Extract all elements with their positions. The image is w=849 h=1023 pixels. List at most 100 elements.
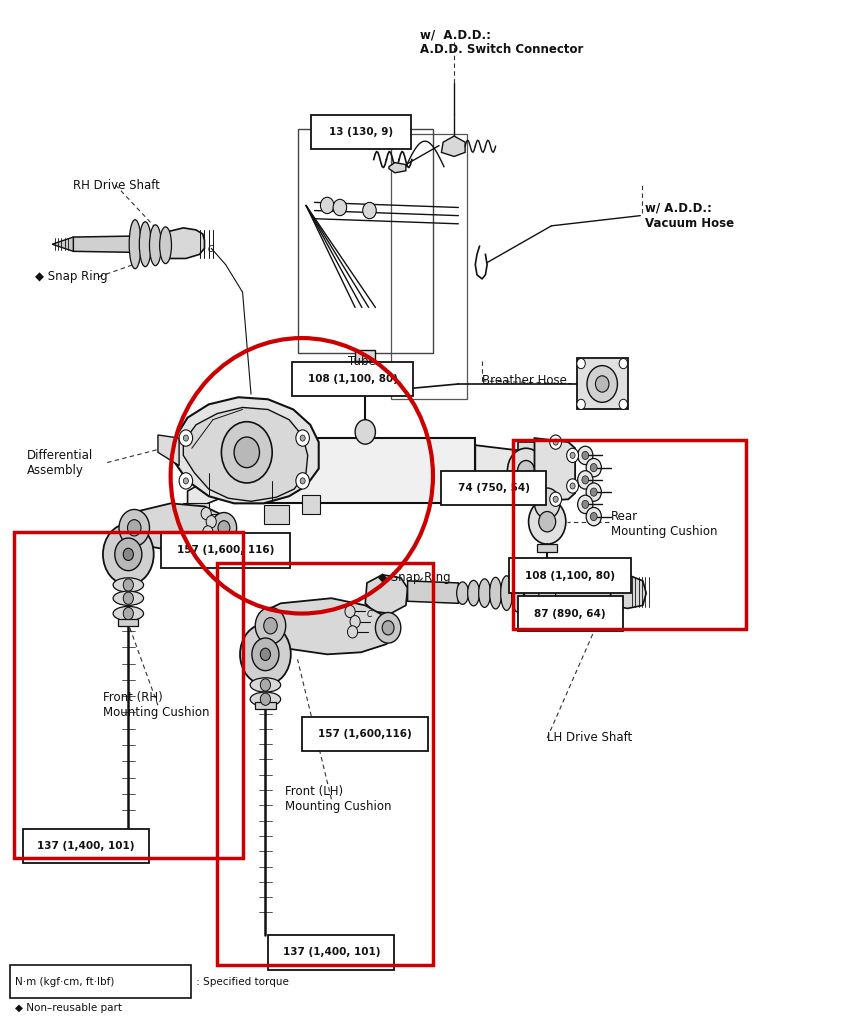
Circle shape (333, 199, 346, 216)
Circle shape (539, 512, 555, 532)
FancyBboxPatch shape (10, 966, 191, 998)
Circle shape (345, 606, 355, 618)
Circle shape (518, 460, 535, 481)
FancyBboxPatch shape (441, 471, 547, 505)
Circle shape (577, 471, 593, 489)
Circle shape (261, 679, 271, 692)
Text: 74 (750, 54): 74 (750, 54) (458, 483, 530, 493)
Ellipse shape (512, 574, 524, 612)
Circle shape (201, 507, 211, 520)
Polygon shape (301, 495, 320, 514)
Circle shape (295, 430, 309, 446)
Circle shape (256, 608, 286, 644)
Circle shape (590, 463, 597, 472)
Ellipse shape (113, 578, 143, 592)
Circle shape (300, 478, 305, 484)
Text: RH Drive Shaft: RH Drive Shaft (73, 179, 160, 191)
Circle shape (550, 492, 561, 506)
Circle shape (582, 451, 588, 459)
Text: 108 (1,100, 80): 108 (1,100, 80) (307, 373, 397, 384)
Circle shape (261, 649, 271, 661)
Polygon shape (537, 544, 557, 552)
FancyBboxPatch shape (302, 716, 428, 751)
Circle shape (127, 520, 141, 536)
Polygon shape (525, 583, 610, 602)
Ellipse shape (129, 220, 141, 269)
Text: LH Drive Shaft: LH Drive Shaft (548, 731, 633, 745)
Circle shape (123, 592, 133, 605)
Polygon shape (264, 505, 290, 524)
Circle shape (537, 571, 557, 595)
Circle shape (115, 538, 142, 571)
Circle shape (595, 375, 609, 392)
Polygon shape (251, 438, 475, 503)
Polygon shape (73, 236, 135, 253)
Circle shape (587, 365, 617, 402)
Polygon shape (535, 438, 575, 501)
Ellipse shape (479, 579, 491, 608)
Polygon shape (118, 619, 138, 626)
Ellipse shape (149, 225, 161, 266)
Ellipse shape (160, 227, 171, 264)
Text: 13 (130, 9): 13 (130, 9) (329, 127, 393, 137)
Polygon shape (158, 435, 179, 465)
Circle shape (103, 524, 154, 585)
Circle shape (375, 613, 401, 643)
Ellipse shape (113, 607, 143, 621)
Circle shape (577, 495, 593, 514)
Text: Front (RH)
Mounting Cushion: Front (RH) Mounting Cushion (103, 692, 210, 719)
Circle shape (566, 448, 578, 462)
Circle shape (576, 399, 585, 409)
Circle shape (261, 694, 271, 705)
Circle shape (123, 608, 133, 620)
Polygon shape (183, 503, 209, 522)
Circle shape (363, 203, 376, 219)
Ellipse shape (139, 222, 151, 267)
Polygon shape (52, 237, 73, 252)
Text: Breather Hose: Breather Hose (482, 374, 567, 388)
Text: 157 (1,600,116): 157 (1,600,116) (318, 729, 412, 739)
Circle shape (347, 626, 357, 638)
Polygon shape (389, 163, 406, 173)
Circle shape (183, 478, 188, 484)
Circle shape (123, 579, 133, 591)
FancyBboxPatch shape (268, 935, 395, 970)
Circle shape (554, 439, 558, 445)
Circle shape (206, 516, 216, 528)
Circle shape (183, 435, 188, 441)
FancyBboxPatch shape (509, 559, 631, 593)
Circle shape (179, 473, 193, 489)
Circle shape (566, 479, 578, 493)
Text: C: C (367, 610, 373, 619)
Circle shape (539, 585, 555, 606)
Text: w/ A.D.D.:
Vacuum Hose: w/ A.D.D.: Vacuum Hose (644, 202, 734, 229)
Circle shape (300, 435, 305, 441)
FancyBboxPatch shape (161, 533, 290, 568)
Circle shape (320, 197, 334, 214)
Text: Tube: Tube (348, 355, 376, 368)
Circle shape (554, 496, 558, 502)
Polygon shape (610, 575, 646, 609)
Text: 137 (1,400, 101): 137 (1,400, 101) (37, 841, 135, 851)
Polygon shape (166, 228, 205, 259)
Circle shape (350, 616, 360, 628)
Polygon shape (260, 598, 392, 655)
Circle shape (590, 488, 597, 496)
Polygon shape (518, 442, 535, 499)
Text: w/  A.D.D.:
A.D.D. Switch Connector: w/ A.D.D.: A.D.D. Switch Connector (420, 29, 583, 56)
Circle shape (529, 499, 565, 544)
Ellipse shape (250, 678, 281, 693)
Circle shape (508, 448, 545, 493)
Circle shape (234, 437, 260, 468)
Ellipse shape (501, 576, 513, 611)
Ellipse shape (457, 582, 469, 605)
Polygon shape (183, 407, 307, 501)
Circle shape (570, 452, 575, 458)
Polygon shape (175, 397, 318, 503)
Text: ◆ Non–reusable part: ◆ Non–reusable part (15, 1004, 122, 1014)
Text: 157 (1,600, 116): 157 (1,600, 116) (177, 545, 274, 555)
Circle shape (355, 419, 375, 444)
Circle shape (586, 483, 601, 501)
Circle shape (295, 473, 309, 489)
Circle shape (535, 488, 559, 519)
